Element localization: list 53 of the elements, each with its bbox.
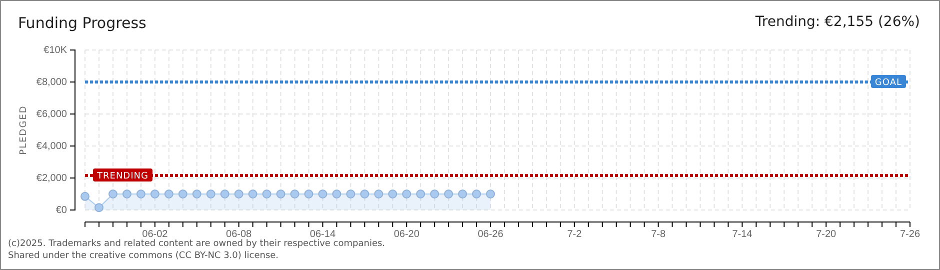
point [346,190,356,198]
y-tick-label: €4,000 [36,141,68,152]
point [108,190,118,198]
point [430,190,440,198]
y-tick-label: €8,000 [36,77,68,88]
point [150,190,160,198]
point [416,190,426,198]
point [444,190,454,198]
point [122,190,132,198]
point [304,190,314,198]
text: (c)2025. Trademarks and related content are owned by their respective companies. [8,239,386,249]
point [318,190,328,198]
text: Shared under the creative commons (CC BY-NC 3.0) license. [8,251,279,261]
point [94,203,104,212]
x-tick-label: 06-14 [310,229,336,240]
point [220,190,230,198]
point [276,190,286,198]
x-tick-label: 7-2 [567,229,582,240]
point [486,190,495,198]
point [206,190,216,198]
chart-title: Funding Progress [18,14,147,32]
ref-line-label: TRENDING [96,172,148,182]
chart-subtitle: Trending: €2,155 (26%) [754,14,920,30]
x-tick-label: 7-20 [816,229,837,240]
point [290,190,300,198]
y-tick-label: €6,000 [36,109,68,120]
y-tick-label: €2,000 [36,173,68,184]
point [262,190,272,198]
point [178,190,188,198]
point [388,190,398,198]
point [402,190,412,198]
point [192,190,202,198]
x-tick-label: 7-14 [732,229,753,240]
x-tick-label: 06-20 [394,229,420,240]
ref-line-label: GOAL [874,78,902,88]
x-tick-label: 06-08 [226,229,252,240]
x-tick-label: 06-26 [478,229,504,240]
y-tick-label: €0 [56,205,68,216]
point [234,190,244,198]
point [164,190,174,198]
point [136,190,146,198]
point [472,190,482,198]
y-tick-label: €10K [44,45,68,56]
y-axis-title: PLEDGED [19,105,29,155]
x-tick-label: 7-26 [900,229,920,240]
point [360,190,370,198]
point [80,192,90,201]
point [458,190,468,198]
point [248,190,258,198]
x-tick-label: 06-02 [142,229,168,240]
point [374,190,384,198]
x-tick-label: 7-8 [651,229,666,240]
point [332,190,342,198]
